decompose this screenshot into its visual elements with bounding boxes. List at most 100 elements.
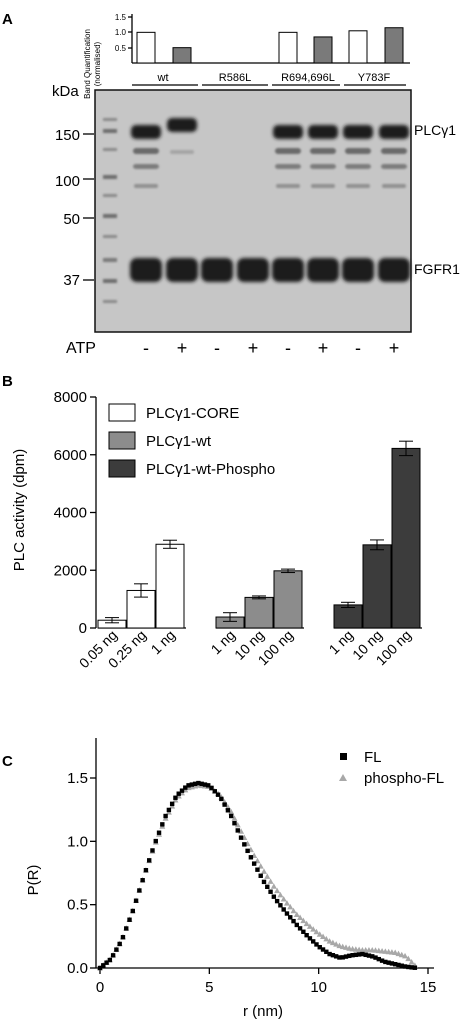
fl-point <box>222 802 227 807</box>
fl-point <box>169 801 175 807</box>
c-x-tick-label: 5 <box>205 979 213 996</box>
phospho-fl-point <box>303 920 310 927</box>
fl-point <box>97 965 103 971</box>
c-x-ticks: 0 5 10 15 <box>96 968 436 996</box>
fl-point <box>393 962 398 967</box>
atp-sign: - <box>143 338 149 358</box>
fl-point <box>196 780 201 786</box>
phospho-fl-point <box>257 863 264 869</box>
band-label-fgfr1: FGFR1 <box>414 261 460 277</box>
fl-point <box>232 821 237 826</box>
fl-point <box>399 963 404 968</box>
fl-point <box>255 867 260 872</box>
gel-lane <box>201 258 233 282</box>
gel-lane <box>237 258 269 282</box>
fl-point <box>274 898 280 904</box>
fl-point <box>186 783 191 788</box>
band-quant-bars <box>136 27 404 64</box>
fgfr1-band <box>237 258 269 282</box>
fl-point <box>258 873 263 878</box>
phospho-fl-point <box>336 942 343 949</box>
band-quant-bar <box>348 30 368 64</box>
minor-band <box>276 184 300 188</box>
fl-point <box>291 918 296 924</box>
fl-point <box>192 781 198 787</box>
fl-point <box>242 842 247 847</box>
fl-point <box>370 954 375 959</box>
atp-sign: + <box>389 338 400 358</box>
plcg1-band <box>167 118 197 132</box>
phospho-fl-point <box>392 949 399 955</box>
b-y-tick-label: 0 <box>79 620 87 637</box>
minor-band <box>346 184 370 188</box>
c-y-axis-title: P(R) <box>25 865 42 896</box>
plcg1-band <box>343 125 373 139</box>
fl-point <box>386 960 391 965</box>
fl-point <box>212 789 217 794</box>
fl-point <box>347 953 352 959</box>
band-quant-bar <box>313 36 333 64</box>
fl-point <box>209 785 214 791</box>
panel-letter-c: C <box>2 753 13 770</box>
plcg1-band <box>273 125 303 139</box>
fl-point <box>340 955 345 960</box>
fgfr1-band <box>130 258 162 282</box>
atp-sign: - <box>355 338 361 358</box>
fgfr1-band <box>272 258 304 282</box>
gel-lane <box>342 125 374 282</box>
phospho-fl-point <box>398 951 405 958</box>
atp-sign: - <box>285 338 291 358</box>
b-legend-swatch-core <box>108 403 136 422</box>
minor-band <box>170 150 194 154</box>
c-legend-marker-fl <box>340 753 347 760</box>
fl-point <box>261 879 267 885</box>
fl-point <box>248 855 254 860</box>
b-bar <box>333 604 363 629</box>
panel-c: C P(R) r (nm) 0.0 0.5 1.0 1.5 0 5 10 15 FL pho… <box>2 738 444 1020</box>
fl-point <box>101 963 106 968</box>
phospho-fl-point <box>320 933 327 940</box>
atp-sign: + <box>248 338 259 358</box>
fl-point <box>189 782 195 787</box>
fl-point <box>271 894 277 899</box>
fl-point <box>107 957 113 963</box>
b-bar <box>391 447 421 629</box>
b-legend-label-wt: PLCγ1-wt <box>146 433 212 450</box>
b-bar <box>155 543 185 629</box>
fl-point <box>153 838 158 844</box>
panel-letter-b: B <box>2 373 13 390</box>
fl-point <box>120 935 126 940</box>
phospho-fl-point <box>405 955 412 962</box>
fl-point <box>229 813 234 819</box>
fl-point <box>147 858 152 863</box>
phospho-fl-point <box>234 821 241 828</box>
minor-band <box>134 184 158 188</box>
fl-point <box>333 954 339 959</box>
minor-band <box>133 148 159 154</box>
fl-point <box>143 868 149 873</box>
panel-letter-a: A <box>2 11 13 28</box>
fl-point <box>412 965 418 970</box>
band-quant-ylabel-2: (normalised) <box>93 41 102 86</box>
fl-point <box>281 907 286 912</box>
fl-point <box>376 956 381 962</box>
fgfr1-band <box>166 258 198 282</box>
band-quant-tick-label: 1.0 <box>115 28 127 37</box>
fl-point <box>163 813 168 819</box>
fl-point <box>140 878 145 883</box>
b-legend: PLCγ1-CORE PLCγ1-wt PLCγ1-wt-Phospho <box>108 403 275 478</box>
minor-band <box>275 164 301 169</box>
c-legend-label-phospho: phospho-FL <box>364 770 444 787</box>
c-legend: FL phospho-FL <box>339 749 444 787</box>
gel-lane <box>378 125 410 282</box>
band-quant-chart: Band Quantification (normalised) 1.5 1.0… <box>83 13 410 99</box>
phospho-fl-point <box>313 928 320 935</box>
fl-point <box>130 908 135 914</box>
phospho-fl-point <box>287 903 294 910</box>
fl-point <box>117 941 122 947</box>
phospho-fl-point <box>333 941 340 947</box>
fl-point <box>288 915 293 920</box>
b-legend-label-core: PLCγ1-CORE <box>146 405 239 422</box>
